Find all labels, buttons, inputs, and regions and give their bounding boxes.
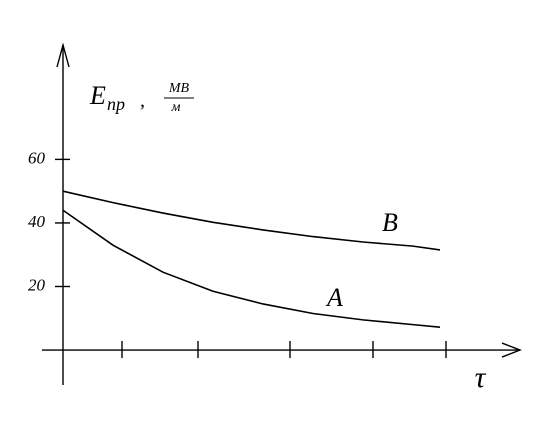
- y-tick-label: 20: [28, 275, 46, 294]
- y-tick-label: 40: [28, 212, 46, 231]
- y-axis-unit-numerator: МВ: [168, 81, 190, 96]
- curve-label: A: [325, 283, 343, 312]
- y-axis-symbol: E: [89, 81, 106, 110]
- curve: [62, 190, 441, 251]
- x-axis-arrow: [501, 342, 522, 358]
- y-axis-separator: ,: [140, 90, 145, 112]
- curve: [62, 209, 441, 328]
- y-axis-arrow: [56, 42, 70, 68]
- y-tick-label: 60: [28, 148, 46, 167]
- y-axis-subscript: пр: [107, 94, 125, 114]
- x-axis-label: τ: [475, 361, 487, 394]
- y-axis-unit-denominator: м: [171, 100, 181, 115]
- curve-label: B: [382, 208, 398, 237]
